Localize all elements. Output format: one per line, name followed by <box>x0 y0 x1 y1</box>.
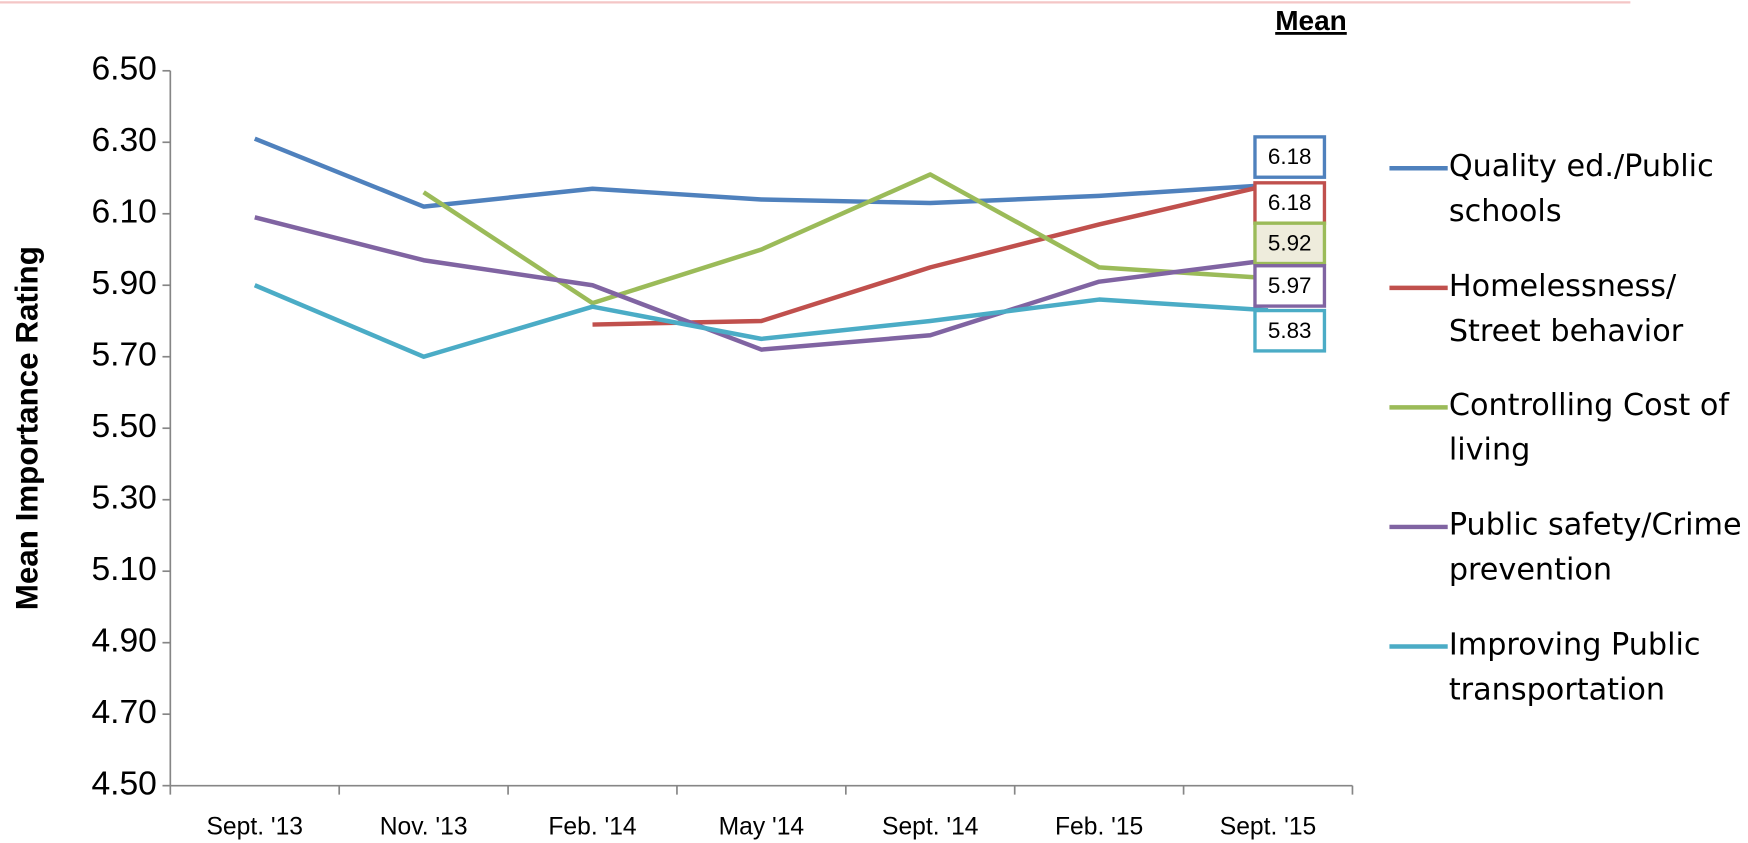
legend-label: Homelessness/ Street behavior <box>1448 268 1684 349</box>
y-tick-label: 5.10 <box>91 551 156 588</box>
data-label-box <box>1253 135 1327 179</box>
y-tick-label: 4.70 <box>91 694 156 731</box>
data-label: 5.97 <box>1268 273 1312 298</box>
legend-label: Improving Public transportation <box>1448 627 1701 708</box>
x-tick-label: Sept. '15 <box>1220 814 1316 841</box>
y-tick-label: 5.30 <box>91 480 156 517</box>
x-tick-label: Sept. '14 <box>882 814 979 841</box>
x-tick-label: Sept. '13 <box>207 814 303 841</box>
y-tick-label: 6.30 <box>91 122 156 159</box>
series-line <box>254 215 1269 352</box>
series-line <box>253 283 1269 359</box>
legend-item: Controlling Cost of living <box>1448 388 1730 468</box>
y-tick-label: 5.70 <box>91 337 156 374</box>
x-tick-label: Feb. '14 <box>548 814 636 841</box>
series-line <box>592 182 1269 327</box>
y-tick-label: 6.10 <box>91 194 156 231</box>
legend-label: Controlling Cost of living <box>1448 388 1730 468</box>
data-label: 6.18 <box>1268 144 1312 169</box>
legend-label: Public safety/Crime prevention <box>1448 507 1742 588</box>
legend-label: Quality ed./Public schools <box>1448 149 1714 229</box>
data-label: 5.83 <box>1268 318 1312 343</box>
y-tick-label: 4.50 <box>91 766 156 803</box>
legend-item: Improving Public transportation <box>1448 627 1701 708</box>
data-label: 6.18 <box>1268 190 1312 215</box>
data-label-box <box>1253 221 1327 266</box>
y-axis-title: Mean Importance Rating <box>9 246 44 610</box>
data-label: 5.92 <box>1268 230 1312 255</box>
series-line <box>253 136 1269 209</box>
data-label-box <box>1253 264 1327 308</box>
x-tick-label: Feb. '15 <box>1055 814 1143 841</box>
y-tick-label: 4.90 <box>91 623 156 660</box>
y-tick-label: 6.50 <box>91 51 156 88</box>
y-tick-label: 5.50 <box>91 408 156 445</box>
label-header: Mean <box>1275 5 1347 36</box>
series-line <box>422 172 1269 306</box>
legend-item: Quality ed./Public schools <box>1448 149 1714 229</box>
data-label-box <box>1253 308 1327 353</box>
x-tick-label: Nov. '13 <box>380 814 468 841</box>
legend-item: Public safety/Crime prevention <box>1448 507 1742 588</box>
y-tick-label: 5.90 <box>91 265 156 302</box>
legend-item: Homelessness/ Street behavior <box>1448 268 1684 349</box>
x-tick-label: May '14 <box>719 814 805 841</box>
